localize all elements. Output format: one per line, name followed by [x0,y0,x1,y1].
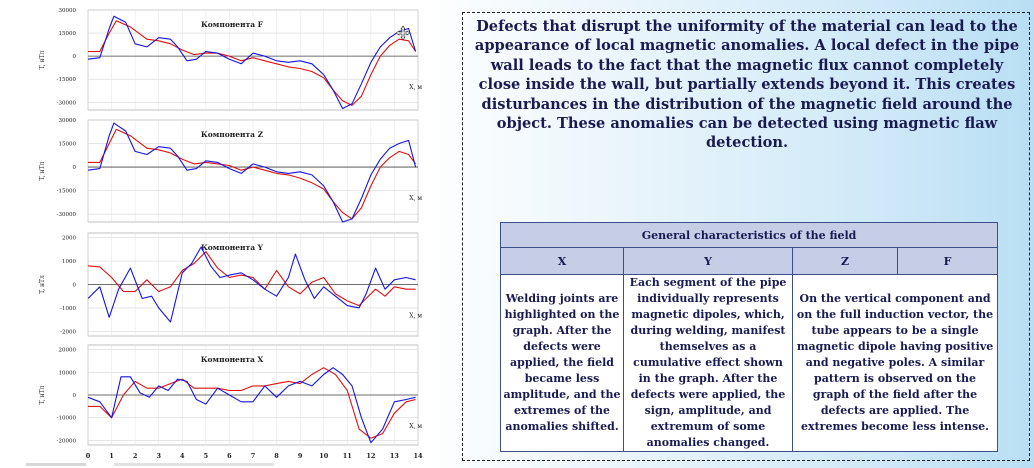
x-tick-label: 10 [319,452,329,460]
chart-title: Компонента Y [201,243,264,252]
table-header-y: Y [623,247,793,275]
move-cursor-icon [395,25,411,41]
y-tick-label: -30000 [57,212,77,218]
y-axis-label: T, нТл [39,161,46,180]
y-tick-label: -15000 [57,77,77,83]
x-axis-label: X, м [409,423,422,430]
x-tick-label: 5 [204,452,209,460]
y-tick-label: 30000 [59,8,77,14]
x-axis-label: X, м [409,195,422,202]
table-title: General characteristics of the field [499,222,999,248]
x-tick-label: 9 [298,452,303,460]
table-cell-zf: On the vertical component and on the ful… [791,274,999,452]
y-tick-label: 0 [73,165,77,171]
series-line-1 [87,367,416,444]
y-tick-label: -15000 [57,189,77,195]
chart-title: Компонента X [201,355,264,364]
series-line-1 [87,246,416,323]
x-tick-label: 2 [133,452,138,460]
y-tick-label: 0 [73,393,77,399]
series-line-0 [88,128,417,220]
y-tick-label: 0 [73,54,77,60]
y-tick-label: -30000 [57,100,77,106]
y-tick-label: -10000 [57,416,77,422]
charts-panel: 30000 15000 0 -15000 -30000 T, нТл Компонента … [0,0,440,468]
chart-0: 30000 15000 0 -15000 -30000 T, нТл Компонента … [39,8,422,111]
x-tick-label: 14 [413,452,423,460]
y-tick-label: 10000 [59,370,77,376]
y-tick-label: 0 [73,283,77,289]
x-tick-label: 11 [343,452,352,460]
y-tick-label: -1000 [60,306,76,312]
field-characteristics-table: General characteristics of the field X Y… [499,222,999,452]
x-axis-label: X, м [409,84,422,91]
series-line-1 [87,122,417,223]
y-axis-label: T, нТл [39,50,46,69]
description-paragraph: Defects that disrupt the uniformity of t… [474,18,1020,152]
chart-title: Компонента F [201,20,264,29]
x-tick-label: 13 [390,452,400,460]
y-tick-label: 1000 [62,259,76,265]
chart-3: 20000 10000 0 -10000 -20000 T, нТл Компонента … [39,344,422,446]
y-tick-label: 30000 [59,118,77,124]
y-tick-label: -2000 [60,329,76,335]
x-tick-label: 0 [86,452,91,460]
table-header-z: Z [792,247,898,275]
series-line-0 [87,251,416,307]
y-tick-label: 15000 [59,142,77,148]
series-line-0 [88,367,416,439]
y-tick-label: 2000 [62,236,76,242]
y-tick-label: 20000 [59,348,77,354]
x-axis-label: X, м [409,313,422,320]
x-tick-label: 12 [366,452,375,460]
x-tick-label: 8 [274,452,279,460]
scrollbar-track-left [26,463,86,466]
table-cell-y: Each segment of the pipe individually re… [623,274,793,452]
chart-title: Компонента Z [201,130,264,139]
series-line-0 [88,20,417,106]
x-tick-label: 1 [109,452,114,460]
x-tick-label: 3 [156,452,161,460]
y-tick-label: -20000 [57,438,77,444]
x-tick-label: 4 [180,452,185,460]
chart-2: 2000 1000 0 -1000 -2000 T, нТл Компонента Y X, … [39,232,422,337]
text-panel: Defects that disrupt the uniformity of t… [462,12,1030,461]
table-cell-x: Welding joints are highlighted on the gr… [500,274,624,452]
y-tick-label: 15000 [59,31,77,37]
table-header-f: F [896,247,999,275]
y-axis-label: T, нТл [39,385,46,404]
y-axis-label: T, нТл [39,275,46,294]
series-line-1 [87,15,417,110]
x-tick-label: 6 [227,452,232,460]
x-tick-label: 7 [251,452,256,460]
table-header-x: X [500,247,624,275]
chart-1: 30000 15000 0 -15000 -30000 T, нТл Компонента … [39,118,422,223]
scrollbar-track-right [114,463,274,466]
